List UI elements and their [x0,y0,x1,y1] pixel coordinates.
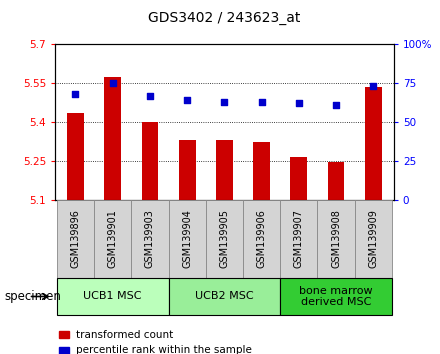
Point [147,93,154,98]
Text: GSM139896: GSM139896 [70,210,81,268]
Text: GSM139903: GSM139903 [145,210,155,268]
FancyBboxPatch shape [280,278,392,315]
Point [370,84,377,89]
Bar [328,162,345,200]
FancyBboxPatch shape [243,200,280,278]
Point [109,80,116,86]
Bar [216,140,233,200]
Text: GSM139904: GSM139904 [182,210,192,268]
Text: UCB1 MSC: UCB1 MSC [84,291,142,302]
Point [221,99,228,105]
Point [295,101,302,106]
Point [183,97,191,103]
Bar [179,140,195,200]
FancyBboxPatch shape [131,200,169,278]
Text: GSM139908: GSM139908 [331,210,341,268]
FancyBboxPatch shape [206,200,243,278]
Bar [142,122,158,200]
Point [72,91,79,97]
FancyBboxPatch shape [57,278,169,315]
Text: UCB2 MSC: UCB2 MSC [195,291,254,302]
Bar [104,77,121,200]
FancyBboxPatch shape [94,200,131,278]
Text: bone marrow
derived MSC: bone marrow derived MSC [299,286,373,307]
FancyBboxPatch shape [169,278,280,315]
Point [258,99,265,105]
Bar [290,157,307,200]
FancyBboxPatch shape [169,200,206,278]
FancyBboxPatch shape [280,200,318,278]
Text: specimen: specimen [4,290,61,303]
Bar [365,87,382,200]
FancyBboxPatch shape [318,200,355,278]
Bar [253,142,270,200]
Text: GDS3402 / 243623_at: GDS3402 / 243623_at [148,11,301,25]
Text: GSM139901: GSM139901 [108,210,118,268]
Text: GSM139907: GSM139907 [294,210,304,268]
Point [333,102,340,108]
Bar [67,113,84,200]
Text: percentile rank within the sample: percentile rank within the sample [76,346,252,354]
FancyBboxPatch shape [57,200,94,278]
Text: GSM139905: GSM139905 [220,210,229,268]
Text: transformed count: transformed count [76,330,173,339]
FancyBboxPatch shape [355,200,392,278]
Text: GSM139906: GSM139906 [257,210,267,268]
Text: GSM139909: GSM139909 [368,210,378,268]
